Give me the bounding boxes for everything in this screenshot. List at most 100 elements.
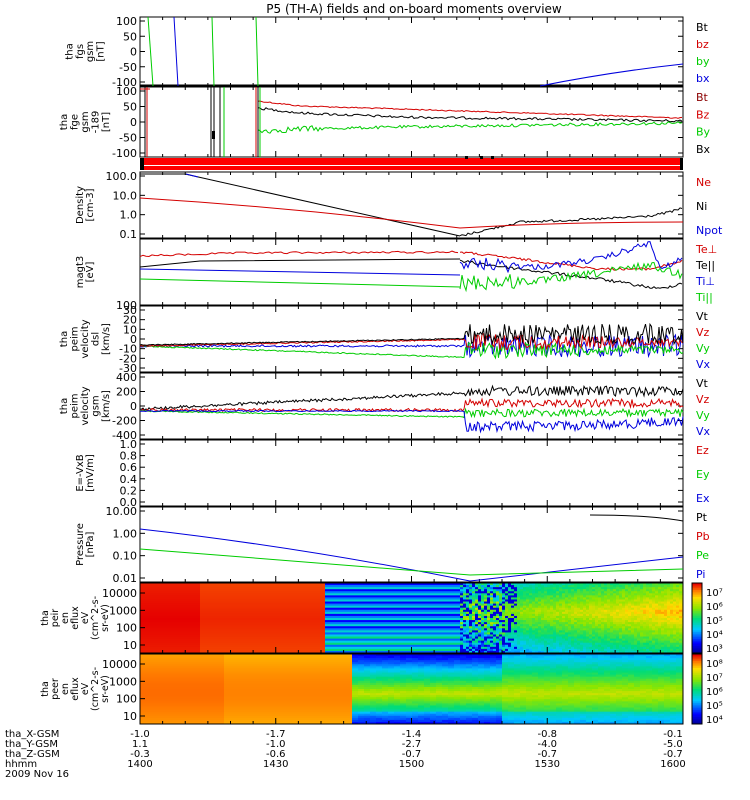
spectrogram-cell: [595, 642, 599, 646]
spectrogram-cell: [640, 634, 644, 638]
spectrogram-cell: [140, 715, 147, 719]
spectrogram-cell: [601, 622, 605, 625]
spectrogram-cell: [532, 624, 536, 627]
spectrogram-cell: [152, 672, 159, 676]
spectrogram-cell: [673, 650, 677, 654]
spectrogram-cell: [538, 597, 542, 600]
spectrogram-cell: [529, 628, 533, 631]
mode-flag-marker: [480, 156, 483, 159]
spectrogram-cell: [272, 644, 279, 648]
spectrogram-cell: [469, 585, 473, 588]
spectrogram-cell: [487, 601, 491, 605]
spectrogram-cell: [580, 620, 584, 623]
spectrogram-cell: [493, 636, 497, 640]
spectrogram-cell: [658, 605, 662, 609]
spectrogram-cell: [673, 605, 677, 609]
spectrogram-cell: [218, 658, 225, 661]
spectrogram-cell: [230, 676, 237, 680]
spectrogram-cell: [460, 628, 464, 631]
spectrogram-cell: [679, 626, 683, 629]
spectrogram-cell: [230, 599, 237, 603]
spectrogram-cell: [236, 678, 243, 682]
spectrogram-cell: [523, 646, 527, 650]
spectrogram-cell: [661, 648, 665, 652]
spectrogram-cell: [655, 632, 659, 635]
colorbar-cell: [692, 586, 702, 589]
spectrogram-cell: [308, 622, 315, 625]
spectrogram-cell: [194, 593, 201, 596]
spectrogram-cell: [170, 644, 177, 648]
spectrogram-cell: [517, 628, 521, 631]
spectrogram-cell: [242, 646, 249, 650]
spectrogram-cell: [493, 622, 497, 625]
spectrogram-cell: [640, 622, 644, 625]
spectrogram-cell: [146, 587, 153, 590]
spectrogram-cell: [511, 603, 515, 607]
spectrogram-cell: [607, 638, 611, 642]
spectrogram-cell: [469, 622, 473, 625]
spectrogram-cell: [616, 624, 620, 627]
spectrogram-cell: [559, 613, 563, 617]
spectrogram-cell: [170, 634, 177, 638]
spectrogram-cell: [170, 691, 177, 694]
spectrogram-cell: [496, 648, 500, 652]
spectrogram-cell: [616, 587, 620, 590]
spectrogram-cell: [667, 589, 671, 592]
spectrogram-cell: [266, 593, 273, 596]
spectrogram-cell: [538, 650, 542, 654]
spectrogram-cell: [224, 713, 231, 717]
spectrogram-cell: [481, 640, 485, 644]
spectrogram-cell: [481, 595, 485, 598]
mode-flag-edge: [680, 158, 683, 170]
spectrogram-cell: [140, 713, 147, 717]
spectrogram-cell: [604, 591, 608, 594]
spectrogram-cell: [224, 705, 231, 709]
spectrogram-cell: [248, 630, 255, 633]
spectrogram-cell: [586, 620, 590, 623]
y-tick-label: 0.4: [120, 473, 138, 486]
spectrogram-cell: [592, 620, 596, 623]
spectrogram-cell: [158, 618, 165, 621]
spectrogram-cell: [218, 709, 225, 713]
spectrogram-cell: [613, 634, 617, 638]
spectrogram-cell: [278, 595, 285, 598]
spectrogram-cell: [631, 591, 635, 594]
spectrogram-cell: [571, 620, 575, 623]
spectrogram-cell: [484, 628, 488, 631]
spectrogram-cell: [218, 615, 225, 619]
spectrogram-cell: [496, 622, 500, 625]
spectrogram-cell: [296, 593, 303, 596]
spectrogram-cell: [206, 646, 213, 650]
spectrogram-cell: [598, 615, 602, 619]
spectrogram-cell: [224, 711, 231, 715]
spectrogram-cell: [188, 640, 195, 644]
spectrogram-cell: [248, 626, 255, 629]
spectrogram-cell: [218, 686, 225, 690]
spectrogram-cell: [224, 626, 231, 629]
spectrogram-cell: [643, 618, 647, 621]
spectrogram-cell: [325, 640, 461, 644]
spectrogram-cell: [212, 709, 219, 713]
spectrogram-cell: [559, 638, 563, 642]
spectrogram-cell: [577, 650, 581, 654]
spectrogram-cell: [182, 703, 189, 706]
spectrogram-cell: [664, 636, 668, 640]
series-ni: [140, 173, 461, 237]
spectrogram-cell: [236, 587, 243, 590]
spectrogram-cell: [194, 715, 201, 719]
spectrogram-cell: [140, 585, 147, 588]
series-ti-perp: [459, 241, 683, 274]
spectrogram-cell: [212, 603, 219, 607]
spectrogram-cell: [604, 628, 608, 631]
spectrogram-cell: [664, 597, 668, 600]
spectrogram-cell: [242, 658, 249, 661]
spectrogram-cell: [583, 626, 587, 629]
spectrogram-cell: [562, 603, 566, 607]
spectrogram-cell: [634, 607, 638, 611]
spectrogram-cell: [604, 605, 608, 609]
spectrogram-cell: [586, 642, 590, 646]
spectrogram-cell: [586, 611, 590, 615]
spectrogram-cell: [655, 595, 659, 598]
spectrogram-cell: [517, 611, 521, 615]
spectrogram-cell: [170, 717, 177, 721]
